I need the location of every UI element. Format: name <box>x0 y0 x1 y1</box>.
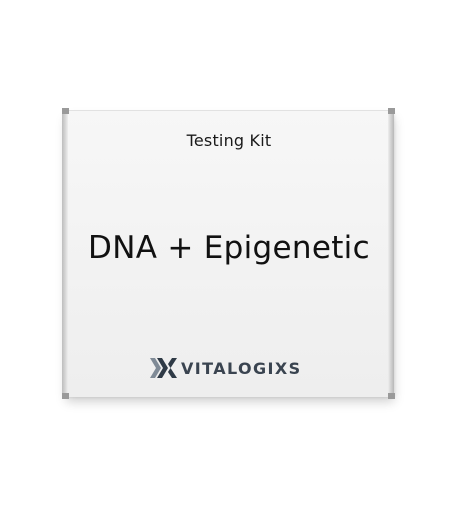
kit-label: Testing Kit <box>186 131 272 150</box>
box-left-edge <box>62 110 68 396</box>
brand-logo: VITALOGIXS <box>150 356 302 380</box>
brand-name: VITALOGIXS <box>181 358 302 378</box>
vx-logo-mark-icon <box>150 358 177 378</box>
box-corner-bottom-right <box>388 393 395 399</box>
box-corner-top-left <box>62 108 69 114</box>
box-corner-bottom-left <box>62 393 69 399</box>
box-corner-top-right <box>388 108 395 114</box>
product-title: DNA + Epigenetic <box>88 230 370 266</box>
box-right-edge <box>388 110 394 396</box>
product-box <box>64 110 394 397</box>
